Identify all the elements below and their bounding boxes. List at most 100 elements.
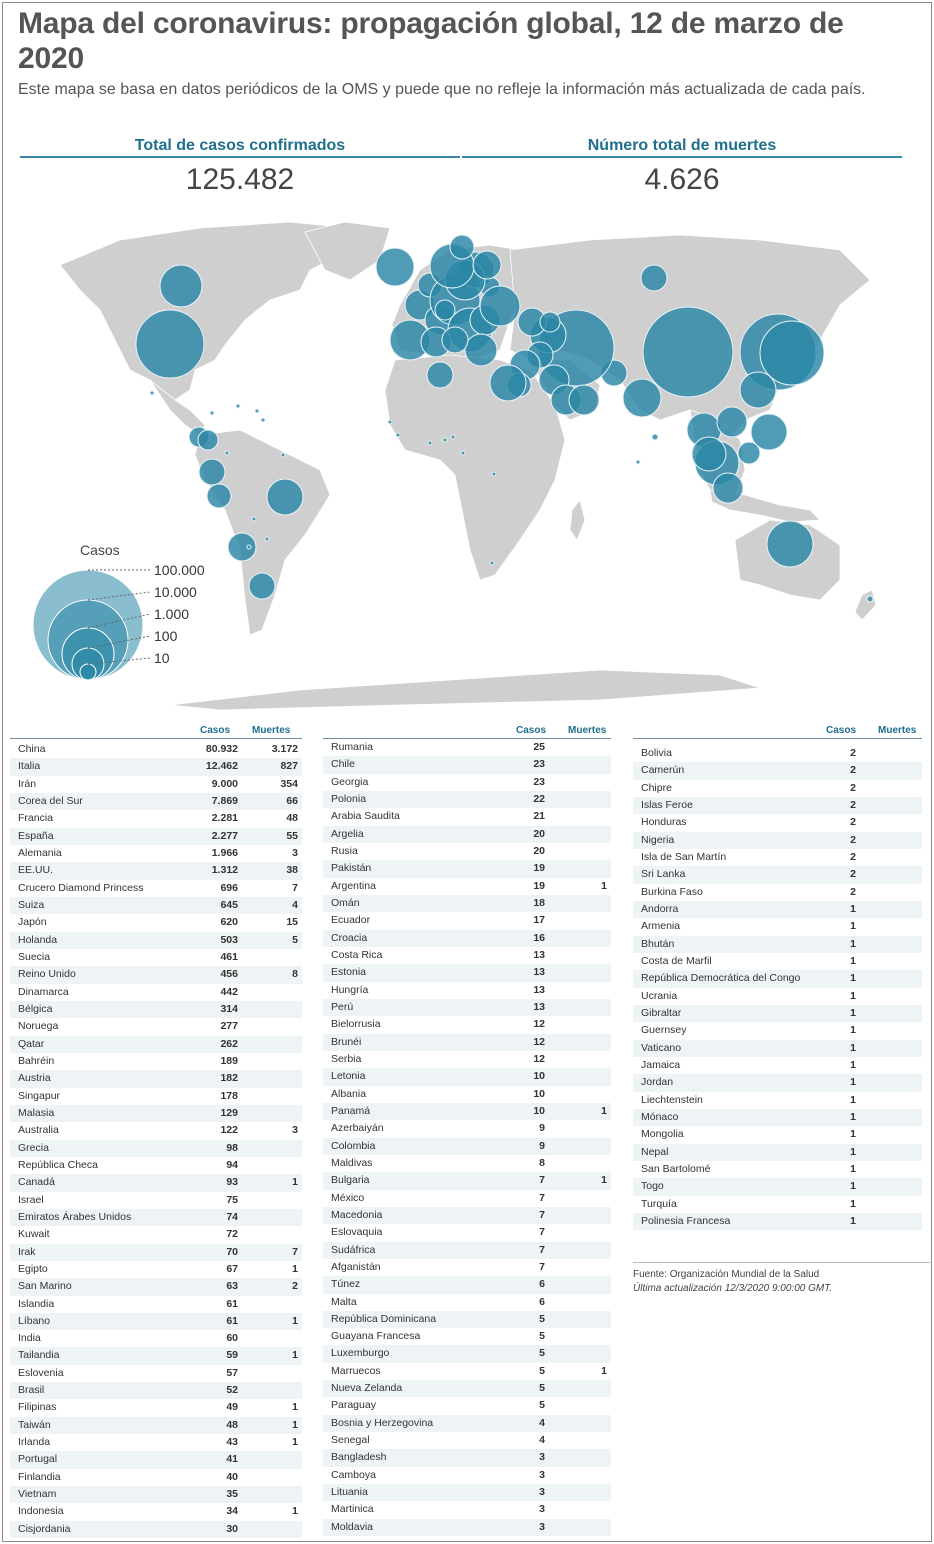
case-bubble[interactable] — [691, 436, 727, 472]
case-bubble[interactable] — [750, 413, 788, 451]
case-count: 1 — [850, 1076, 856, 1089]
case-bubble[interactable] — [766, 520, 814, 568]
legend-leader-line — [87, 635, 151, 649]
table-row: Canadá 93 1 — [10, 1174, 302, 1192]
case-bubble[interactable] — [434, 299, 456, 321]
case-bubble[interactable] — [640, 264, 668, 292]
world-map[interactable]: Casos 100.000 10.000 1.000 100 10 — [0, 210, 934, 715]
death-count: 1 — [292, 1349, 298, 1362]
case-count: 122 — [220, 1124, 238, 1137]
case-bubble[interactable] — [251, 516, 257, 522]
case-bubble[interactable] — [135, 309, 205, 379]
case-bubble[interactable] — [426, 361, 454, 389]
country-name: Nueva Zelanda — [331, 1382, 403, 1395]
case-count: 18 — [533, 896, 545, 909]
case-bubble[interactable] — [739, 371, 777, 409]
case-bubble[interactable] — [539, 311, 561, 333]
case-bubble[interactable] — [489, 364, 527, 402]
case-bubble[interactable] — [759, 320, 825, 386]
case-bubble[interactable] — [642, 306, 734, 398]
case-bubble[interactable] — [737, 441, 761, 465]
case-count: 7.869 — [211, 794, 238, 807]
country-name: Singapur — [18, 1089, 61, 1102]
case-bubble[interactable] — [449, 234, 475, 260]
page-subtitle: Este mapa se basa en datos periódicos de… — [18, 81, 866, 98]
table-row: Gibraltar 1 — [633, 1004, 922, 1023]
case-bubble[interactable] — [489, 560, 495, 566]
land-antarctica — [169, 669, 761, 711]
case-bubble[interactable] — [427, 440, 433, 446]
case-bubble[interactable] — [716, 406, 748, 438]
case-bubble[interactable] — [248, 572, 276, 600]
country-name: México — [331, 1191, 365, 1204]
case-bubble[interactable] — [866, 595, 874, 603]
case-bubble[interactable] — [266, 478, 304, 516]
case-bubble[interactable] — [159, 264, 203, 308]
case-bubble[interactable] — [387, 419, 393, 425]
table-row: Jamaica 1 — [633, 1057, 922, 1074]
case-count: 5 — [539, 1399, 545, 1412]
country-name: Brasil — [18, 1384, 45, 1397]
case-bubble[interactable] — [651, 433, 659, 441]
case-bubble[interactable] — [450, 434, 456, 440]
table-row: Nepal 1 — [633, 1143, 922, 1161]
case-bubble[interactable] — [568, 384, 600, 416]
country-name: Bélgica — [18, 1002, 53, 1015]
case-bubble[interactable] — [464, 333, 498, 367]
case-count: 1 — [850, 1180, 856, 1193]
case-bubble[interactable] — [264, 536, 270, 542]
country-name: República Checa — [18, 1158, 98, 1171]
total-cases-value: 125.482 — [185, 163, 295, 196]
case-bubble[interactable] — [254, 408, 260, 414]
case-bubble[interactable] — [479, 285, 521, 327]
case-bubble[interactable] — [206, 483, 232, 509]
country-name: Bulgaria — [331, 1174, 370, 1187]
case-bubble[interactable] — [395, 432, 401, 438]
table-row: Dinamarca 442 — [10, 984, 302, 1001]
land-africa — [384, 354, 566, 581]
case-bubble[interactable] — [460, 450, 466, 456]
table-row: Guayana Francesa 5 — [323, 1328, 611, 1345]
case-bubble[interactable] — [442, 437, 448, 443]
case-bubble[interactable] — [260, 417, 266, 423]
case-bubble[interactable] — [375, 247, 415, 287]
case-bubble[interactable] — [472, 250, 502, 280]
case-bubble[interactable] — [712, 472, 744, 504]
case-bubble[interactable] — [227, 532, 257, 562]
case-bubble[interactable] — [280, 452, 286, 458]
table-row: Indonesia 34 1 — [10, 1503, 302, 1520]
case-bubble[interactable] — [149, 390, 155, 396]
country-name: EE.UU. — [18, 864, 54, 877]
table-row: Francia 2.281 48 — [10, 810, 302, 827]
case-count: 49 — [226, 1401, 238, 1414]
case-bubble[interactable] — [224, 450, 230, 456]
case-count: 2 — [850, 850, 856, 863]
country-name: Irlanda — [18, 1436, 51, 1449]
death-count: 5 — [292, 933, 298, 946]
country-name: Dinamarca — [18, 985, 69, 998]
table-row: Suiza 645 4 — [10, 896, 302, 915]
case-bubble[interactable] — [441, 326, 469, 354]
case-bubble[interactable] — [635, 459, 641, 465]
case-bubble[interactable] — [209, 410, 215, 416]
case-bubble[interactable] — [622, 378, 662, 418]
case-bubble[interactable] — [235, 403, 241, 409]
case-bubble[interactable] — [198, 458, 226, 486]
case-bubble[interactable] — [197, 429, 219, 451]
case-bubble[interactable] — [491, 471, 497, 477]
legend-label: 10 — [154, 650, 170, 666]
country-name: Taiwán — [18, 1418, 51, 1431]
case-count: 1.312 — [211, 864, 238, 877]
country-name: Japón — [18, 916, 47, 929]
table-row: Macedonia 7 — [323, 1206, 611, 1225]
map-legend: Casos 100.000 10.000 1.000 100 10 — [32, 542, 205, 681]
country-name: Qatar — [18, 1037, 45, 1050]
table-row: Bhután 1 — [633, 935, 922, 953]
table-row: Holanda 503 5 — [10, 931, 302, 949]
case-count: 3 — [539, 1503, 545, 1516]
table-row: Sudáfrica 7 — [323, 1241, 611, 1259]
case-bubble[interactable] — [246, 544, 252, 550]
table-row: España 2.277 55 — [10, 827, 302, 845]
table-row: Bangladesh 3 — [323, 1449, 611, 1467]
country-name: Suiza — [18, 898, 45, 911]
